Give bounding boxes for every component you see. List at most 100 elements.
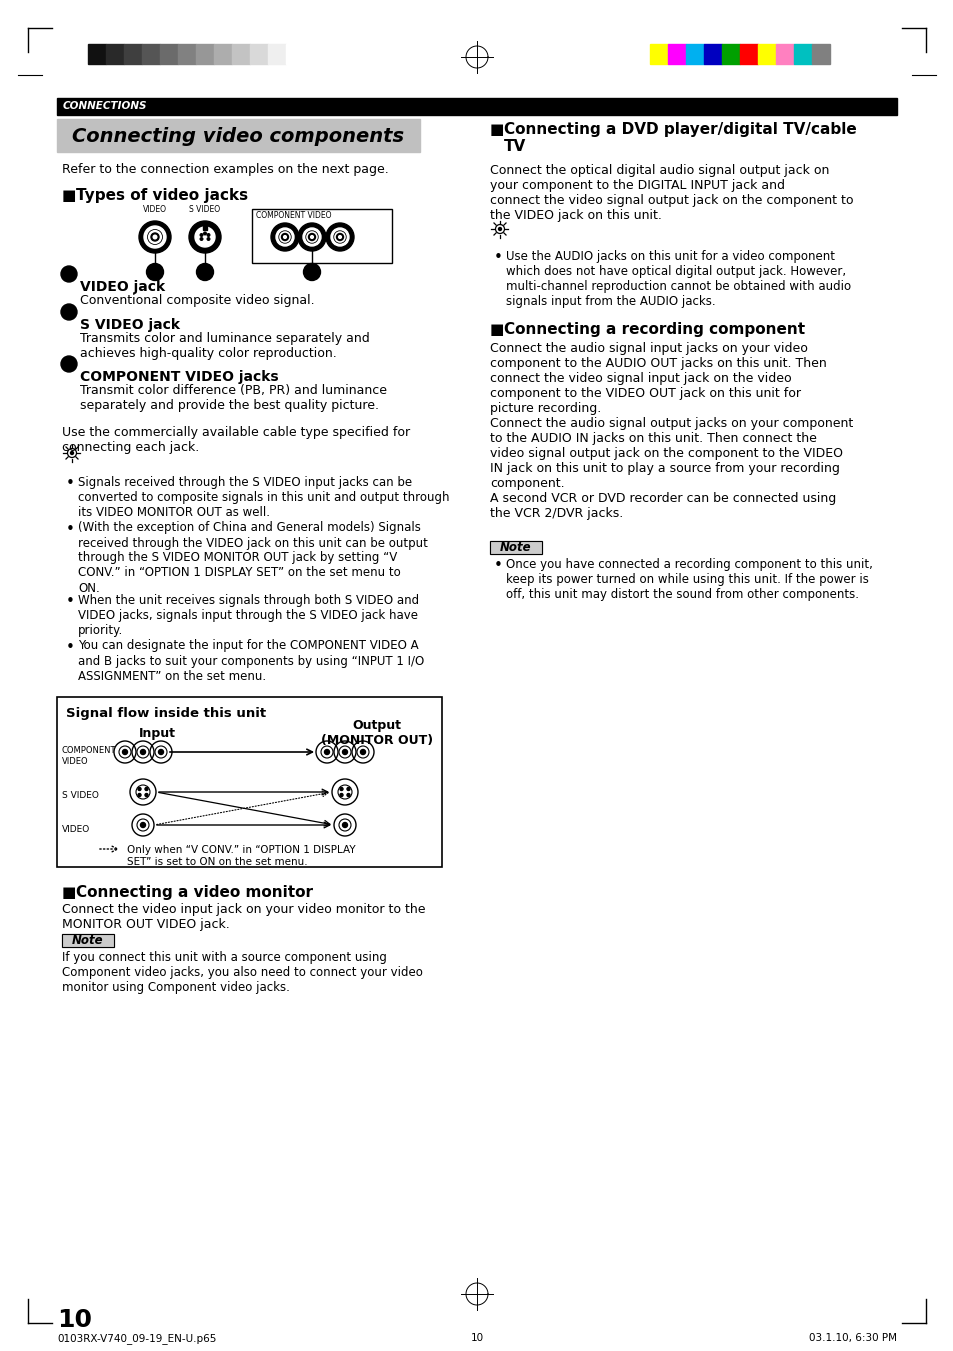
Text: Connecting video components: Connecting video components — [72, 127, 404, 146]
Bar — [62, 934, 113, 947]
Text: Input: Input — [138, 727, 175, 740]
Text: ■: ■ — [490, 322, 504, 336]
Text: Only when “V CONV.” in “OPTION 1 DISPLAY
SET” is set to ON on the set menu.: Only when “V CONV.” in “OPTION 1 DISPLAY… — [127, 844, 355, 866]
Text: ■: ■ — [490, 122, 504, 136]
Bar — [124, 45, 142, 63]
Text: 1: 1 — [151, 267, 159, 277]
Text: ■: ■ — [62, 885, 76, 900]
Bar — [232, 45, 250, 63]
Text: COMPONENT VIDEO jacks: COMPONENT VIDEO jacks — [80, 370, 278, 384]
Bar — [106, 45, 124, 63]
Text: VIDEO: VIDEO — [143, 205, 167, 213]
Text: 1: 1 — [65, 269, 72, 280]
Text: Signal flow inside this unit: Signal flow inside this unit — [66, 707, 266, 720]
Circle shape — [311, 235, 314, 238]
Circle shape — [153, 235, 156, 239]
Circle shape — [61, 266, 77, 282]
Text: 3: 3 — [65, 359, 72, 369]
Bar — [57, 119, 419, 153]
Circle shape — [342, 750, 347, 754]
Circle shape — [139, 222, 171, 253]
Bar — [703, 45, 721, 63]
Circle shape — [297, 223, 326, 251]
Circle shape — [281, 234, 288, 240]
Text: S VIDEO jack: S VIDEO jack — [80, 317, 180, 332]
Text: You can designate the input for the COMPONENT VIDEO A
and B jacks to suit your c: You can designate the input for the COMP… — [78, 639, 424, 682]
Bar — [667, 45, 685, 63]
Circle shape — [151, 232, 159, 240]
Text: Refer to the connection examples on the next page.: Refer to the connection examples on the … — [62, 163, 388, 176]
Bar — [57, 697, 441, 867]
Text: S VIDEO: S VIDEO — [62, 792, 99, 801]
Text: ■: ■ — [62, 188, 76, 203]
Circle shape — [200, 234, 203, 236]
Bar — [178, 45, 195, 63]
Circle shape — [140, 750, 146, 754]
Text: Connect the audio signal input jacks on your video
component to the AUDIO OUT ja: Connect the audio signal input jacks on … — [490, 342, 852, 520]
Bar — [490, 540, 541, 554]
Text: 2: 2 — [201, 267, 209, 277]
Bar — [721, 45, 740, 63]
Circle shape — [331, 228, 349, 246]
Circle shape — [200, 238, 203, 240]
Circle shape — [196, 263, 213, 281]
Circle shape — [326, 223, 354, 251]
Circle shape — [158, 750, 163, 754]
Text: Output
(MONITOR OUT): Output (MONITOR OUT) — [320, 719, 433, 747]
Text: Note: Note — [499, 540, 531, 554]
Bar — [62, 934, 113, 947]
Circle shape — [207, 234, 210, 236]
Text: Transmits color and luminance separately and
achieves high-quality color reprodu: Transmits color and luminance separately… — [80, 332, 370, 359]
Text: Connecting a recording component: Connecting a recording component — [503, 322, 804, 336]
Bar — [195, 45, 213, 63]
Text: •: • — [494, 558, 502, 573]
Bar — [160, 45, 178, 63]
Text: VIDEO: VIDEO — [62, 824, 91, 834]
Circle shape — [498, 227, 501, 231]
Text: COMPONENT VIDEO: COMPONENT VIDEO — [255, 211, 331, 220]
Circle shape — [336, 234, 343, 240]
Text: 0103RX-V740_09-19_EN-U.p65: 0103RX-V740_09-19_EN-U.p65 — [57, 1333, 216, 1344]
Bar — [793, 45, 811, 63]
Text: Transmit color difference (PB, PR) and luminance
separately and provide the best: Transmit color difference (PB, PR) and l… — [80, 384, 387, 412]
Circle shape — [204, 232, 206, 235]
Text: 10: 10 — [470, 1333, 483, 1343]
Text: 3: 3 — [308, 267, 315, 277]
Bar — [203, 226, 207, 230]
Text: PB: PB — [307, 223, 316, 232]
Circle shape — [347, 793, 350, 797]
Bar — [250, 45, 268, 63]
Text: Signals received through the S VIDEO input jacks can be
converted to composite s: Signals received through the S VIDEO inp… — [78, 476, 449, 519]
Text: PB: PB — [280, 223, 290, 232]
Bar — [88, 45, 106, 63]
Text: 03.1.10, 6:30 PM: 03.1.10, 6:30 PM — [808, 1333, 896, 1343]
Circle shape — [138, 793, 141, 797]
Bar — [740, 45, 758, 63]
Circle shape — [271, 223, 298, 251]
Bar — [268, 45, 286, 63]
Circle shape — [71, 451, 73, 454]
Text: •: • — [66, 521, 74, 536]
Circle shape — [189, 222, 221, 253]
Text: Types of video jacks: Types of video jacks — [76, 188, 248, 203]
Text: S VIDEO: S VIDEO — [190, 205, 220, 213]
Text: •: • — [66, 476, 74, 490]
Bar — [57, 99, 896, 115]
Text: Connecting a DVD player/digital TV/cable
TV: Connecting a DVD player/digital TV/cable… — [503, 122, 856, 154]
Circle shape — [324, 750, 329, 754]
Circle shape — [144, 226, 166, 249]
Circle shape — [122, 750, 128, 754]
Circle shape — [207, 238, 210, 240]
Circle shape — [338, 235, 341, 238]
Bar — [213, 45, 232, 63]
Bar — [758, 45, 775, 63]
Text: 10: 10 — [57, 1308, 91, 1332]
Circle shape — [339, 788, 343, 790]
Circle shape — [61, 357, 77, 372]
Text: Use the commercially available cable type specified for
connecting each jack.: Use the commercially available cable typ… — [62, 426, 410, 454]
Circle shape — [303, 263, 320, 281]
Text: 2: 2 — [65, 307, 72, 317]
Text: Connecting a video monitor: Connecting a video monitor — [76, 885, 313, 900]
Text: Connect the optical digital audio signal output jack on
your component to the DI: Connect the optical digital audio signal… — [490, 163, 853, 222]
Bar — [252, 209, 392, 263]
